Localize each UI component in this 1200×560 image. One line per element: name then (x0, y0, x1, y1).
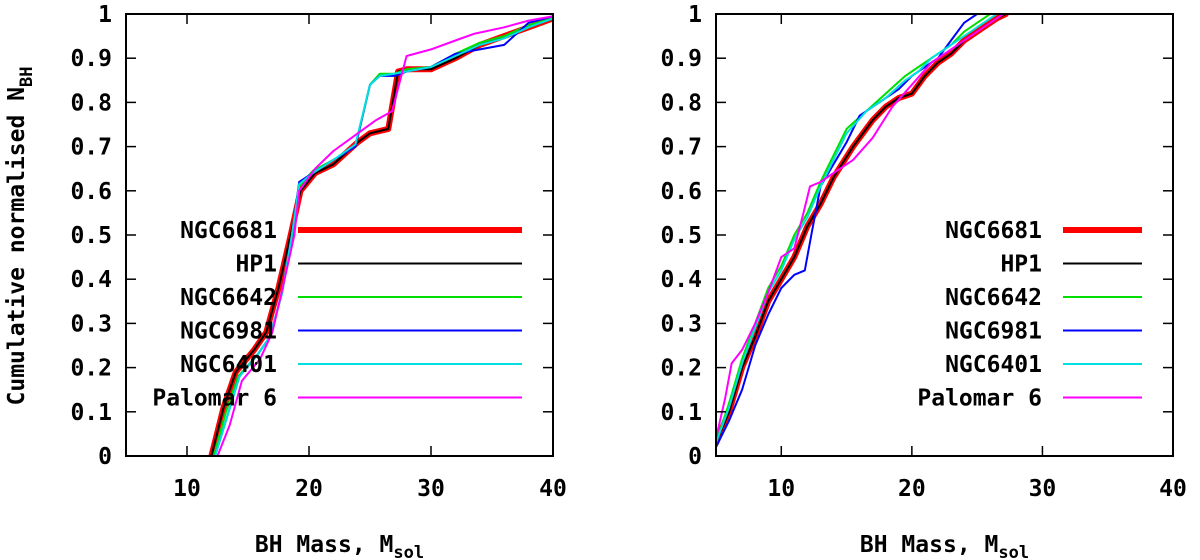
y-tick-label: 1 (98, 2, 112, 28)
x-tick-label: 30 (417, 476, 445, 502)
x-axis-label: BH Mass, Msol (255, 532, 424, 560)
legend-label: NGC6642 (945, 285, 1042, 311)
legend-label: NGC6642 (180, 285, 277, 311)
legend: NGC6681 HP1 NGC6642 NGC6981 NGC6401 Palomar 6 (917, 218, 1142, 412)
series-line-hp1 (716, 14, 1007, 444)
series-line-ngc6401 (716, 14, 998, 444)
y-axis-label: Cumulative normalised NBH (4, 67, 37, 406)
y-tick-label: 0.9 (70, 46, 112, 72)
y-tick-label: 0.7 (660, 135, 702, 161)
y-tick-label: 0.2 (660, 356, 702, 382)
y-tick-label: 0.3 (70, 311, 112, 337)
y-tick-label: 0.7 (70, 135, 112, 161)
x-tick-label: 40 (539, 476, 567, 502)
legend-label: HP1 (235, 252, 277, 278)
legend-label: NGC6681 (180, 218, 277, 244)
x-tick-label: 40 (1159, 476, 1187, 502)
legend-label: NGC6681 (945, 218, 1042, 244)
x-tick-label: 20 (898, 476, 926, 502)
legend: NGC6681 HP1 NGC6642 NGC6981 NGC6401 Palomar 6 (152, 218, 522, 412)
y-tick-label: 0.5 (70, 223, 112, 249)
y-tick-label: 0.5 (660, 223, 702, 249)
y-axis-label-subscript: BH (17, 67, 37, 87)
right-panel: 0 0.1 0.2 0.3 0.4 0.5 0.6 0.7 0.8 0.9 1 10 20 30 40 BH … (660, 2, 1186, 560)
y-tick-label: 0.1 (660, 400, 702, 426)
series-line-ngc6401 (214, 17, 553, 456)
legend-label: Palomar 6 (152, 386, 277, 412)
series-lines (208, 15, 553, 456)
y-tick-label: 0 (98, 444, 112, 470)
y-tick-label: 0.8 (70, 90, 112, 116)
x-tick-label: 10 (173, 476, 201, 502)
y-tick-label: 0.4 (70, 267, 112, 293)
x-axis-label: BH Mass, Msol (860, 532, 1029, 560)
y-tick-label: 0.2 (70, 356, 112, 382)
left-panel: 0 0.1 0.2 0.3 0.4 0.5 0.6 0.7 0.8 0.9 1 10 20 30 40 BH … (70, 2, 566, 560)
y-tick-label: 0.9 (660, 46, 702, 72)
series-line-ngc6981 (716, 14, 979, 449)
y-tick-label: 0.8 (660, 90, 702, 116)
y-tick-label: 0.4 (660, 267, 702, 293)
x-tick-label: 20 (295, 476, 323, 502)
legend-label: NGC6981 (180, 319, 277, 345)
x-tick-label: 30 (1029, 476, 1057, 502)
series-line-palomar-6 (716, 14, 1005, 440)
series-lines (716, 14, 1009, 449)
legend-label: HP1 (1000, 252, 1042, 278)
legend-label: NGC6981 (945, 319, 1042, 345)
legend-label: NGC6401 (945, 352, 1042, 378)
y-tick-label: 0.1 (70, 400, 112, 426)
x-tick-label: 10 (767, 476, 795, 502)
y-tick-label: 0.3 (660, 311, 702, 337)
series-line-palomar-6 (216, 15, 553, 456)
y-tick-label: 0 (688, 444, 702, 470)
legend-label: NGC6401 (180, 352, 277, 378)
legend-label: Palomar 6 (917, 386, 1042, 412)
y-tick-label: 1 (688, 2, 702, 28)
y-tick-label: 0.6 (70, 179, 112, 205)
y-tick-label: 0.6 (660, 179, 702, 205)
